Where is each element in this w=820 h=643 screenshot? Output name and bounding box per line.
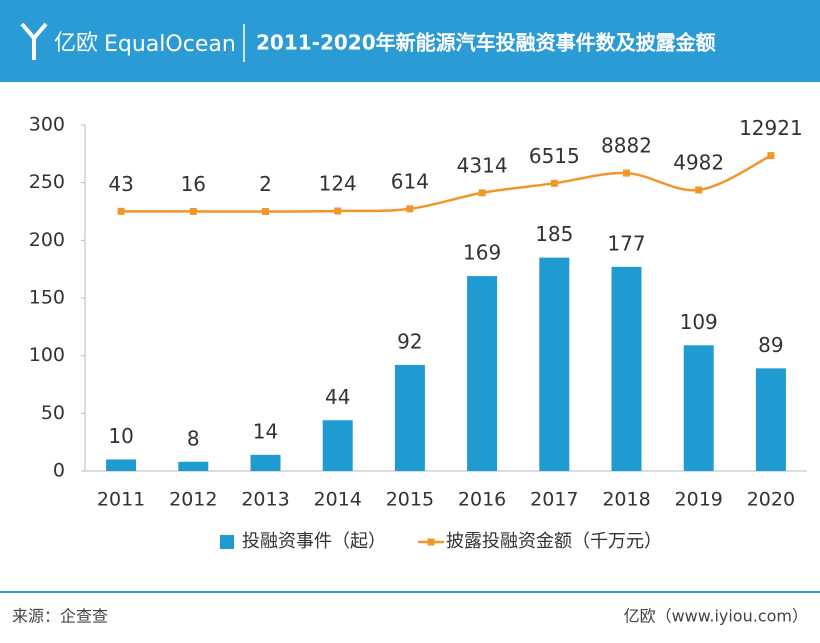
data-label: 43 bbox=[108, 172, 133, 196]
source: 来源：企查查 bbox=[12, 607, 108, 626]
data-label: 4982 bbox=[673, 150, 724, 174]
site: 亿欧（www.iyiou.com） bbox=[624, 607, 808, 626]
x-tick-label: 2014 bbox=[314, 489, 362, 511]
x-tick-label: 2016 bbox=[458, 489, 506, 511]
x-tick-label: 2019 bbox=[675, 489, 723, 511]
legend-label: 投融资事件（起） bbox=[242, 531, 386, 552]
x-tick-label: 2011 bbox=[97, 489, 145, 511]
bar bbox=[539, 257, 570, 471]
y-tick-label: 0 bbox=[53, 460, 65, 482]
bar bbox=[394, 364, 425, 471]
data-label: 124 bbox=[319, 171, 357, 195]
bar bbox=[250, 454, 281, 471]
bar bbox=[683, 345, 714, 471]
legend-swatch bbox=[427, 538, 435, 546]
marker bbox=[406, 205, 414, 213]
y-tick-label: 300 bbox=[29, 114, 65, 136]
x-tick-label: 2012 bbox=[169, 489, 217, 511]
bar bbox=[467, 276, 498, 471]
data-label: 185 bbox=[535, 222, 573, 246]
chart-title: 2011-2020年新能源汽车投融资事件数及披露金额 bbox=[256, 31, 716, 55]
data-label: 10 bbox=[108, 424, 133, 448]
y-tick-label: 50 bbox=[41, 402, 65, 424]
header-band bbox=[0, 0, 820, 82]
data-label: 16 bbox=[181, 172, 206, 196]
bar bbox=[178, 461, 209, 471]
marker bbox=[117, 207, 125, 215]
x-tick-label: 2013 bbox=[241, 489, 289, 511]
marker bbox=[623, 169, 630, 177]
marker bbox=[767, 152, 775, 160]
logo-icon bbox=[20, 22, 48, 60]
data-label: 44 bbox=[325, 385, 350, 409]
legend-swatch bbox=[220, 535, 234, 549]
logo-cn: 亿欧 bbox=[54, 31, 98, 56]
x-tick-label: 2015 bbox=[386, 489, 434, 511]
bar bbox=[322, 420, 353, 471]
y-tick-label: 250 bbox=[29, 171, 65, 193]
bar bbox=[106, 459, 137, 471]
marker bbox=[262, 207, 269, 215]
marker bbox=[334, 207, 342, 215]
y-tick-label: 100 bbox=[29, 344, 65, 366]
data-label: 12921 bbox=[739, 116, 803, 140]
data-label: 92 bbox=[397, 329, 422, 353]
y-tick-label: 150 bbox=[29, 287, 65, 309]
logo-en: EqualOcean bbox=[104, 32, 236, 57]
marker bbox=[695, 186, 703, 194]
data-label: 169 bbox=[463, 241, 501, 265]
x-tick-label: 2018 bbox=[602, 489, 650, 511]
data-label: 614 bbox=[391, 169, 429, 193]
data-label: 4314 bbox=[457, 153, 508, 177]
marker bbox=[189, 207, 197, 215]
data-label: 89 bbox=[758, 333, 783, 357]
x-tick-label: 2017 bbox=[530, 489, 578, 511]
bar bbox=[755, 368, 786, 471]
y-tick-label: 200 bbox=[29, 229, 65, 251]
data-label: 109 bbox=[680, 310, 718, 334]
line bbox=[121, 154, 772, 213]
data-label: 8 bbox=[187, 426, 200, 450]
data-label: 177 bbox=[607, 231, 645, 255]
legend-label: 披露投融资金额（千万元） bbox=[446, 531, 662, 552]
data-label: 6515 bbox=[529, 144, 580, 168]
x-tick-label: 2020 bbox=[747, 489, 795, 511]
data-label: 2 bbox=[259, 172, 272, 196]
data-label: 8882 bbox=[601, 134, 652, 158]
bar bbox=[611, 266, 642, 471]
marker bbox=[550, 179, 558, 187]
data-label: 14 bbox=[253, 419, 278, 443]
marker bbox=[478, 189, 486, 197]
